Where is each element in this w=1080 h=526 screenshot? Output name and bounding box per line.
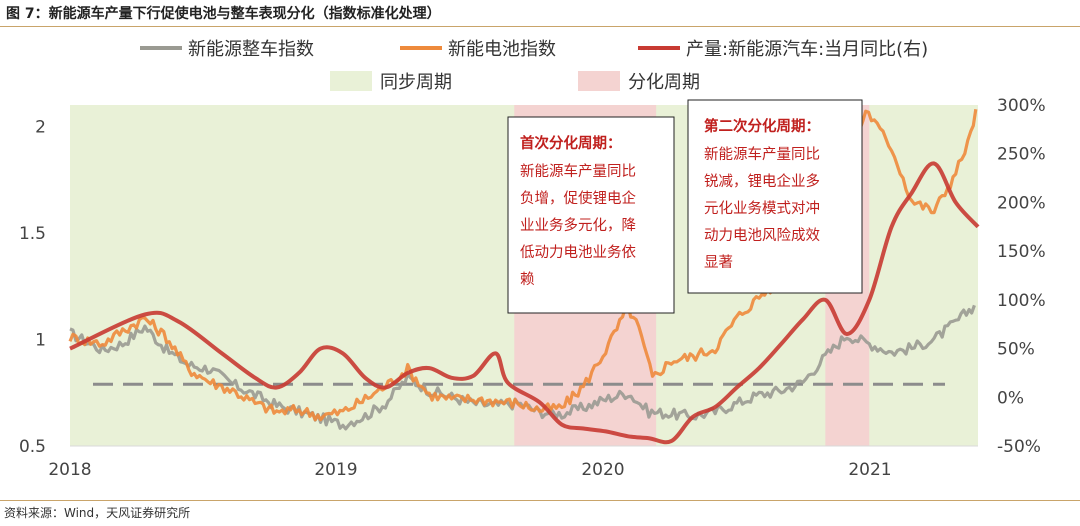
second-divergence-annotation-line: 显著 (704, 254, 733, 271)
source-divider (0, 500, 1080, 501)
x-tick-label: 2021 (848, 460, 891, 480)
second-divergence-annotation-line: 锐减，锂电企业多 (704, 172, 820, 190)
right-y-tick-label: 300% (997, 96, 1046, 116)
legend-production-yoy-label: 产量:新能源汽车:当月同比(右) (686, 39, 928, 60)
right-y-tick-label: 150% (997, 242, 1046, 262)
right-y-tick-label: 200% (997, 193, 1046, 213)
second-divergence-annotation-line: 新能源车产量同比 (704, 146, 820, 163)
left-y-tick-label: 1.5 (19, 224, 46, 244)
legend-divergence-period-swatch (578, 71, 620, 91)
left-y-tick-label: 2 (35, 117, 46, 137)
x-tick-label: 2019 (314, 460, 357, 480)
legend: 新能源整车指数 新能电池指数 产量:新能源汽车:当月同比(右) 同步周期 分化周期 (140, 39, 928, 93)
right-y-tick-label: 250% (997, 145, 1046, 165)
left-y-tick-label: 0.5 (19, 437, 46, 457)
first-divergence-annotation-line: 新能源车产量同比 (520, 163, 636, 180)
title-bar (0, 0, 1080, 27)
legend-battery-index-label: 新能电池指数 (448, 39, 556, 60)
production-yoy-line (69, 161, 980, 445)
first-divergence-annotation-line: 低动力电池业务依 (520, 244, 636, 261)
first-divergence-annotation-title: 首次分化周期： (520, 134, 622, 152)
annotation-layer: 首次分化周期：新能源车产量同比负增，促使锂电企业业务多元化，降低动力电池业务依赖… (507, 99, 863, 314)
x-tick-label: 2020 (581, 460, 624, 480)
second-divergence-annotation-title: 第二次分化周期： (704, 117, 820, 135)
second-divergence-annotation-box (687, 99, 863, 294)
first-divergence-annotation-line: 负增，促使锂电企 (520, 189, 636, 207)
right-y-tick-label: 0% (997, 388, 1024, 408)
second-divergence-annotation-line: 元化业务模式对冲 (704, 200, 820, 217)
right-y-tick-label: 100% (997, 291, 1046, 311)
first-divergence-annotation-line: 业业务多元化，降 (520, 217, 636, 234)
legend-divergence-period-label: 分化周期 (628, 72, 700, 93)
chart-title: 图 7：新能源车产量下行促使电池与整车表现分化（指数标准化处理） (6, 6, 441, 22)
legend-vehicle-index-label: 新能源整车指数 (188, 39, 314, 60)
source-note: 资料来源：Wind，天风证券研究所 (4, 506, 191, 520)
x-tick-label: 2018 (48, 460, 91, 480)
axis-layer: 2018 2019 2020 2021 0.5 1 1.5 2 -50% 0% 50% 100% 150… (19, 96, 1046, 480)
second-divergence-annotation-line: 动力电池风险成效 (704, 227, 820, 244)
first-divergence-annotation-box (507, 116, 675, 314)
left-y-tick-label: 1 (35, 330, 46, 350)
first-divergence-annotation-line: 赖 (520, 271, 535, 288)
legend-sync-period-label: 同步周期 (380, 72, 452, 93)
legend-sync-period-swatch (330, 71, 372, 91)
right-y-tick-label: 50% (997, 340, 1035, 360)
right-y-tick-label: -50% (997, 437, 1041, 457)
